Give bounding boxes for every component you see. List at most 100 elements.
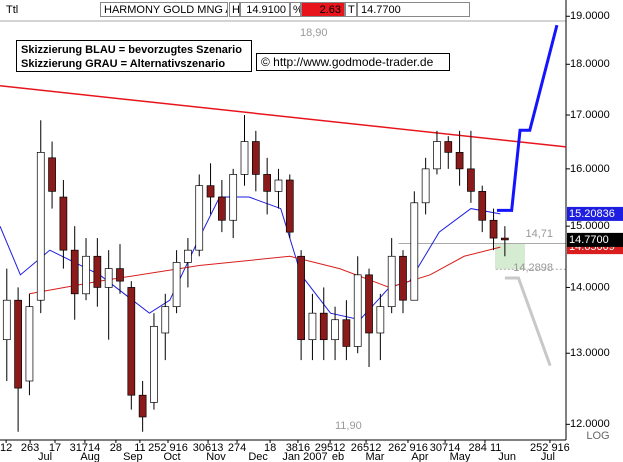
x-tick-label: 252 916 <box>148 442 188 454</box>
candle-body <box>184 249 192 263</box>
candle-body <box>14 299 22 389</box>
candle-body <box>489 219 498 239</box>
candle-body <box>104 268 113 288</box>
month-label: Sep <box>123 451 143 462</box>
candle-body <box>70 249 79 295</box>
y-tick-label: 12.0000 <box>570 418 610 430</box>
candle-body <box>172 262 181 308</box>
y-tick-label: 14.0000 <box>570 281 610 293</box>
target-zone <box>495 243 525 270</box>
y-tick-label: 15.0000 <box>570 220 610 232</box>
month-label: Nov <box>206 451 226 462</box>
trend-line <box>0 84 567 148</box>
x-tick-label: 18 <box>264 442 276 454</box>
x-tick-label: 252 916 <box>530 442 570 454</box>
candle-body <box>274 179 283 192</box>
y-tick-label: 17.0000 <box>570 109 610 121</box>
last-label: T <box>345 2 357 17</box>
level-label: 18,90 <box>300 27 328 39</box>
candle-body <box>263 174 272 192</box>
month-label: May <box>450 451 471 462</box>
month-label: Mar <box>365 451 384 462</box>
scenario-note: Skizzierung BLAU = bevorzugtes Szenario … <box>16 40 252 72</box>
candle-body <box>2 299 11 341</box>
candle-body <box>138 394 147 418</box>
candle-body <box>467 168 475 192</box>
x-tick-label: 29512 <box>315 442 346 454</box>
copyright: © http://www.godmode-trader.de <box>256 53 450 71</box>
y-tick-label: 19.0000 <box>570 10 610 22</box>
x-tick-label: 30613 <box>193 442 224 454</box>
x-tick-label: 11 <box>134 442 145 454</box>
candle-body <box>410 202 419 301</box>
stock-name: HARMONY GOLD MNG A <box>100 2 228 17</box>
candle-body <box>93 255 102 288</box>
candle-body <box>421 168 430 204</box>
candle-body <box>218 196 226 221</box>
symbol: Ttl <box>2 2 24 17</box>
month-label: eb <box>332 451 344 462</box>
x-tick-label: 274 <box>228 442 246 454</box>
candle-body <box>206 185 215 198</box>
x-tick-label: 284 11 <box>469 442 502 454</box>
moving-average <box>29 246 501 295</box>
candle-body <box>501 237 509 241</box>
candle-body <box>353 274 362 347</box>
candle-body <box>308 312 317 341</box>
x-tick-label: 17 <box>49 442 61 454</box>
candle-body <box>365 274 373 334</box>
note-line: Skizzierung GRAU = Alternativszenario <box>21 58 226 70</box>
month-label: Jul <box>541 451 555 462</box>
candle-body <box>331 319 339 341</box>
candle-body <box>297 255 305 341</box>
candle-body <box>59 196 68 251</box>
candle-body <box>116 268 124 282</box>
price-tag <box>567 206 623 221</box>
candle-body <box>251 141 260 175</box>
candle-body <box>455 152 464 170</box>
month-label: Aug <box>80 451 100 462</box>
scale-label: LOG <box>586 430 609 442</box>
level-label: 14,2898 <box>513 262 553 274</box>
x-tick-label: 31714 <box>70 442 101 454</box>
candle-body <box>342 319 351 347</box>
x-tick-label: 3816 <box>286 442 310 454</box>
last-value: 14.7700 <box>357 2 470 17</box>
y-tick-label: 13.0000 <box>570 347 610 359</box>
candle-body <box>48 157 56 192</box>
month-label: Apr <box>411 451 428 462</box>
month-label: Dec <box>248 451 268 462</box>
level-label: 11,90 <box>335 420 362 432</box>
candle-body <box>433 141 441 170</box>
change-value: 2.63 <box>301 2 345 17</box>
month-label: Oct <box>164 451 181 462</box>
candle-body <box>319 312 328 341</box>
candle-body <box>285 179 294 233</box>
x-tick-label: 26512 <box>351 442 382 454</box>
x-tick-label: 28 <box>110 442 122 454</box>
month-label: Jul <box>38 451 52 462</box>
candle-body <box>36 152 45 301</box>
x-tick-label: 12 <box>0 442 12 454</box>
candle-body <box>82 255 90 295</box>
high-label: H <box>229 2 240 17</box>
candle-body <box>444 141 453 153</box>
change-label: % <box>290 2 301 17</box>
month-label: Jan 2007 <box>282 451 327 462</box>
scenario-path <box>496 24 559 212</box>
candle-body <box>376 306 385 334</box>
note-line: Skizzierung BLAU = bevorzugtes Szenario <box>21 44 242 56</box>
price-tag <box>567 232 623 247</box>
price-tag-label: 15.20836 <box>569 208 615 220</box>
x-tick-label: 262 916 <box>388 442 428 454</box>
candle-body <box>229 174 238 221</box>
y-tick-label: 16.0000 <box>570 163 610 175</box>
x-tick-label: 263 <box>21 442 39 454</box>
level-label: 14,71 <box>525 228 553 240</box>
candle-body <box>240 141 249 175</box>
price-tag-label: 14.7700 <box>569 234 609 246</box>
candle-body <box>161 306 170 334</box>
candle-body <box>150 325 158 403</box>
